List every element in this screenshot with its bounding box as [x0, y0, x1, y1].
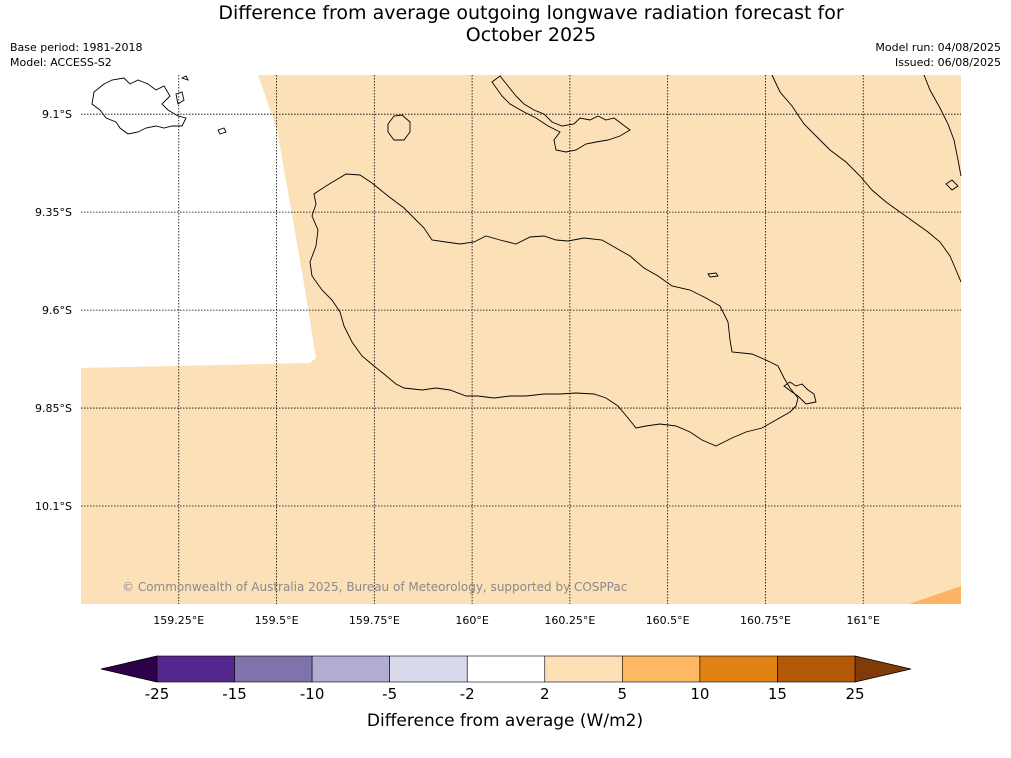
coastline-malaita: [771, 74, 962, 283]
colorbar-tick-label: 10: [690, 685, 709, 703]
colorbar-tick-label: -15: [222, 685, 247, 703]
positive-anomaly-region: [909, 586, 961, 604]
coastline-russell-islands: [91, 77, 187, 135]
map-panel: 9.1°S9.35°S9.6°S9.85°S10.1°S 159.25°E 159…: [35, 74, 962, 627]
colorbar-title: Difference from average (W/m2): [367, 711, 643, 731]
colorbar-segment: [544, 655, 623, 683]
latitude-label: 9.1°S: [42, 108, 72, 121]
meta-left: Base period: 1981-2018 Model: ACCESS-S2: [10, 40, 142, 70]
colorbar-segment: [234, 655, 313, 683]
colorbar-segment: [389, 655, 468, 683]
colorbar-tick-label: 15: [768, 685, 787, 703]
issued-date: Issued: 06/08/2025: [894, 56, 1001, 69]
title-line-1: Difference from average outgoing longwav…: [218, 2, 844, 24]
colorbar-segments: [156, 655, 856, 683]
longitude-label: 159.5°E: [255, 614, 299, 627]
colorbar-segment: [777, 655, 856, 683]
latitude-label: 9.85°S: [35, 402, 72, 415]
meta-right: Model run: 04/08/2025 Issued: 06/08/2025: [875, 40, 1001, 70]
colorbar-segment: [622, 655, 701, 683]
latitude-label: 9.35°S: [35, 206, 72, 219]
model-run: Model run: 04/08/2025: [875, 41, 1001, 54]
colorbar-tick-label: -2: [460, 685, 475, 703]
colorbar-segment: [466, 655, 546, 683]
nodata-region: [81, 75, 316, 368]
colorbar-tick-label: -5: [382, 685, 397, 703]
longitude-label: 161°E: [846, 614, 879, 627]
colorbar-over-triangle: [854, 655, 912, 683]
graticule: [81, 75, 961, 604]
copyright-notice: © Commonwealth of Australia 2025, Bureau…: [122, 580, 628, 594]
base-period: Base period: 1981-2018: [10, 41, 143, 54]
chart-title: Difference from average outgoing longwav…: [0, 2, 1011, 46]
longitude-label: 159.75°E: [349, 614, 400, 627]
longitude-label: 159.25°E: [153, 614, 204, 627]
colorbar-tick-label: 2: [540, 685, 550, 703]
colorbar-tick-label: 25: [845, 685, 864, 703]
coastline-russell-islet-c: [180, 75, 189, 81]
colorbar-segment: [156, 655, 235, 683]
longitude-label: 160.75°E: [740, 614, 791, 627]
latitude-label: 9.6°S: [42, 304, 72, 317]
longitude-label: 160°E: [455, 614, 488, 627]
colorbar-tick-label: -25: [145, 685, 170, 703]
colorbar-tick-label: -10: [300, 685, 325, 703]
colorbar-under-triangle: [100, 655, 158, 683]
coastline-russell-islet-a: [175, 91, 185, 105]
colorbar-segment: [311, 655, 390, 683]
longitude-label: 160.5°E: [646, 614, 690, 627]
coastline-malaita-islet: [945, 179, 959, 191]
longitude-label: 160.25°E: [544, 614, 595, 627]
coastline-savo-island: [387, 114, 411, 141]
latitude-labels: 9.1°S 9.35°S 9.6°S 9.85°S 10.1°S: [35, 108, 72, 513]
latitude-label: 10.1°S: [35, 500, 72, 513]
colorbar-tick-label: 5: [618, 685, 628, 703]
title-line-2: October 2025: [465, 24, 597, 46]
colorbar-tick-labels: -25 -15 -10 -5 -2 2 5 10 15 25: [145, 685, 865, 703]
longitude-labels: 159.25°E 159.5°E 159.75°E 160°E 160.25°E 160.…: [153, 614, 880, 627]
coastline-eastern-islets: [783, 381, 817, 405]
coastline-small-islet: [707, 272, 719, 278]
colorbar-segment: [699, 655, 778, 683]
model-name: Model: ACCESS-S2: [10, 56, 112, 69]
coastline-russell-islet-b: [217, 127, 227, 135]
coastline-guadalcanal: [309, 173, 799, 447]
coastline-florida-islands: [491, 75, 631, 153]
coastlines: [91, 74, 962, 447]
